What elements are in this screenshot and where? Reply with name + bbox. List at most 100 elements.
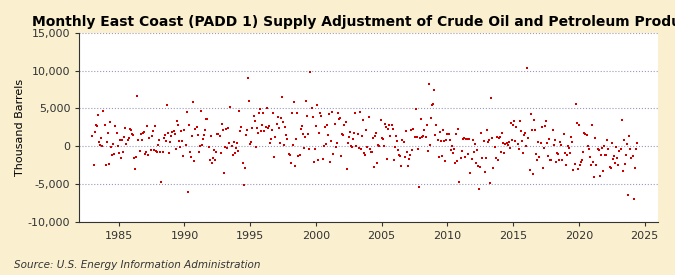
Point (365, 150, 376, 155)
Point (284, 153, 295, 157)
Point (400, 155, 410, 159)
Point (504, 145, 515, 150)
Point (615, 147, 626, 151)
Point (601, 153, 612, 157)
Point (105, 120, 115, 125)
Point (317, 157, 328, 161)
Point (625, 147, 636, 152)
Point (566, 135, 576, 139)
Point (527, 172, 538, 177)
Point (382, 156, 393, 161)
Point (142, 124, 153, 129)
Point (518, 133, 529, 137)
Point (293, 154, 304, 158)
Point (90, 122, 101, 127)
Point (443, 132, 454, 136)
Point (97, 144, 108, 148)
Point (542, 141, 553, 145)
Point (458, 137, 468, 141)
Point (98, 108, 109, 113)
Point (113, 150, 124, 155)
Point (257, 123, 268, 128)
Point (611, 145, 622, 149)
Point (452, 159, 462, 163)
Point (267, 128, 277, 133)
Point (303, 131, 314, 136)
Point (245, 141, 256, 146)
Point (583, 147, 594, 151)
Point (309, 146, 320, 151)
Point (238, 183, 249, 187)
Point (428, 102, 439, 106)
Point (423, 82, 434, 87)
Point (339, 123, 350, 127)
Point (302, 114, 313, 118)
Point (393, 148, 404, 153)
Point (450, 161, 460, 165)
Point (298, 132, 308, 136)
Point (242, 128, 252, 133)
Point (205, 133, 216, 138)
Point (233, 149, 244, 153)
Point (604, 165, 615, 169)
Point (305, 70, 316, 75)
Point (402, 150, 412, 154)
Point (298, 146, 309, 151)
Point (464, 137, 475, 142)
Point (337, 132, 348, 136)
Point (223, 126, 234, 130)
Point (356, 147, 367, 151)
Point (507, 137, 518, 142)
Point (423, 148, 433, 153)
Point (610, 160, 620, 165)
Point (495, 135, 506, 140)
Point (624, 134, 634, 139)
Point (165, 139, 176, 144)
Point (499, 151, 510, 155)
Point (613, 163, 624, 167)
Point (484, 138, 495, 142)
Point (364, 146, 375, 151)
Point (205, 158, 215, 162)
Point (340, 119, 351, 124)
Point (107, 153, 117, 157)
Point (331, 141, 342, 145)
Point (300, 99, 311, 103)
Point (296, 124, 307, 129)
Point (224, 141, 235, 145)
Point (135, 132, 146, 136)
Point (622, 142, 632, 146)
Point (225, 105, 236, 109)
Point (158, 136, 169, 140)
Point (420, 135, 431, 139)
Point (602, 138, 613, 142)
Point (154, 138, 165, 142)
Point (481, 128, 492, 132)
Point (501, 141, 512, 145)
Point (194, 144, 205, 148)
Point (571, 121, 582, 126)
Point (294, 153, 305, 158)
Point (166, 134, 177, 139)
Point (549, 138, 560, 142)
Point (437, 128, 448, 132)
Point (618, 168, 628, 173)
Point (400, 128, 411, 133)
Point (458, 136, 469, 141)
Point (324, 112, 335, 116)
Point (335, 116, 346, 120)
Point (234, 109, 244, 113)
Point (282, 137, 293, 141)
Point (242, 76, 253, 81)
Point (440, 159, 451, 163)
Point (414, 136, 425, 140)
Point (489, 145, 500, 149)
Point (628, 197, 639, 202)
Point (595, 153, 606, 157)
Point (121, 141, 132, 146)
Point (521, 144, 532, 148)
Point (273, 126, 284, 130)
Point (555, 139, 566, 144)
Point (184, 123, 194, 128)
Point (214, 134, 225, 138)
